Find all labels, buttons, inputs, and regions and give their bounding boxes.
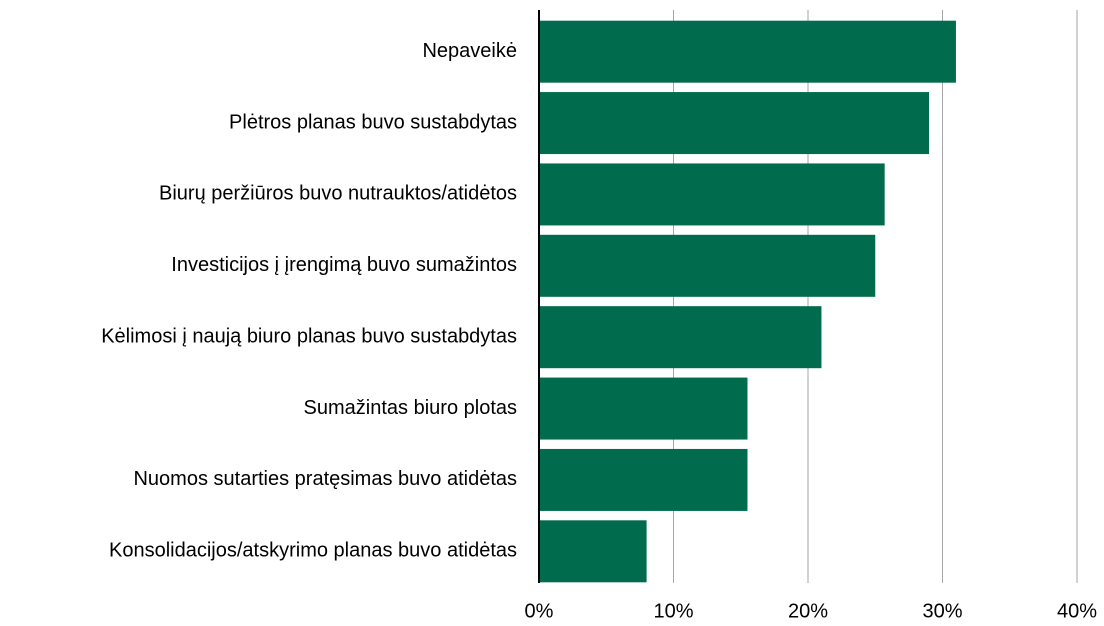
bar — [539, 163, 885, 226]
y-tick-label: Biurų peržiūros buvo nutrauktos/atidėtos — [159, 183, 517, 205]
bar — [539, 448, 748, 511]
bar — [539, 234, 876, 297]
y-tick-label: Konsolidacijos/atskyrimo planas buvo ati… — [109, 540, 517, 562]
y-tick-label: Nepaveikė — [422, 40, 517, 62]
bar — [539, 92, 930, 155]
x-tick-label: 0% — [525, 600, 554, 622]
bar — [539, 520, 647, 583]
x-tick-label: 40% — [1057, 600, 1097, 622]
y-tick-label: Plėtros planas buvo sustabdytas — [229, 111, 517, 133]
bar — [539, 20, 956, 83]
bar — [539, 306, 822, 369]
x-tick-label: 10% — [653, 600, 693, 622]
y-tick-label: Nuomos sutarties pratęsimas buvo atidėta… — [133, 468, 517, 490]
y-tick-label: Investicijos į įrengimą buvo sumažintos — [171, 254, 517, 276]
x-tick-label: 30% — [922, 600, 962, 622]
y-tick-label: Sumažintas biuro plotas — [304, 397, 517, 419]
bar — [539, 377, 748, 440]
y-tick-label: Kėlimosi į naują biuro planas buvo susta… — [101, 325, 517, 347]
x-tick-label: 20% — [788, 600, 828, 622]
